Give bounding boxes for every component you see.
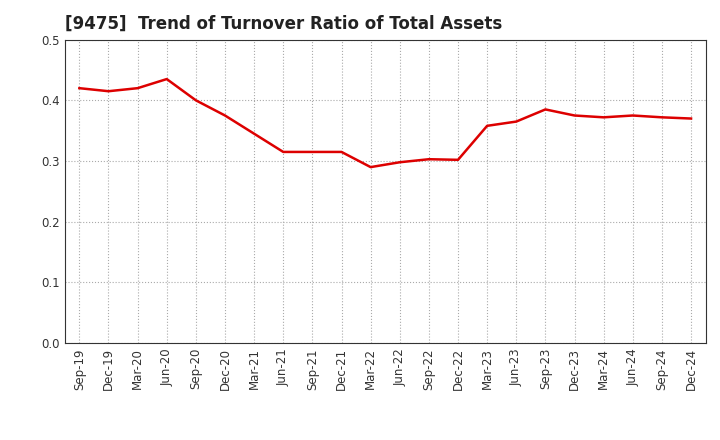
Text: [9475]  Trend of Turnover Ratio of Total Assets: [9475] Trend of Turnover Ratio of Total … — [65, 15, 502, 33]
